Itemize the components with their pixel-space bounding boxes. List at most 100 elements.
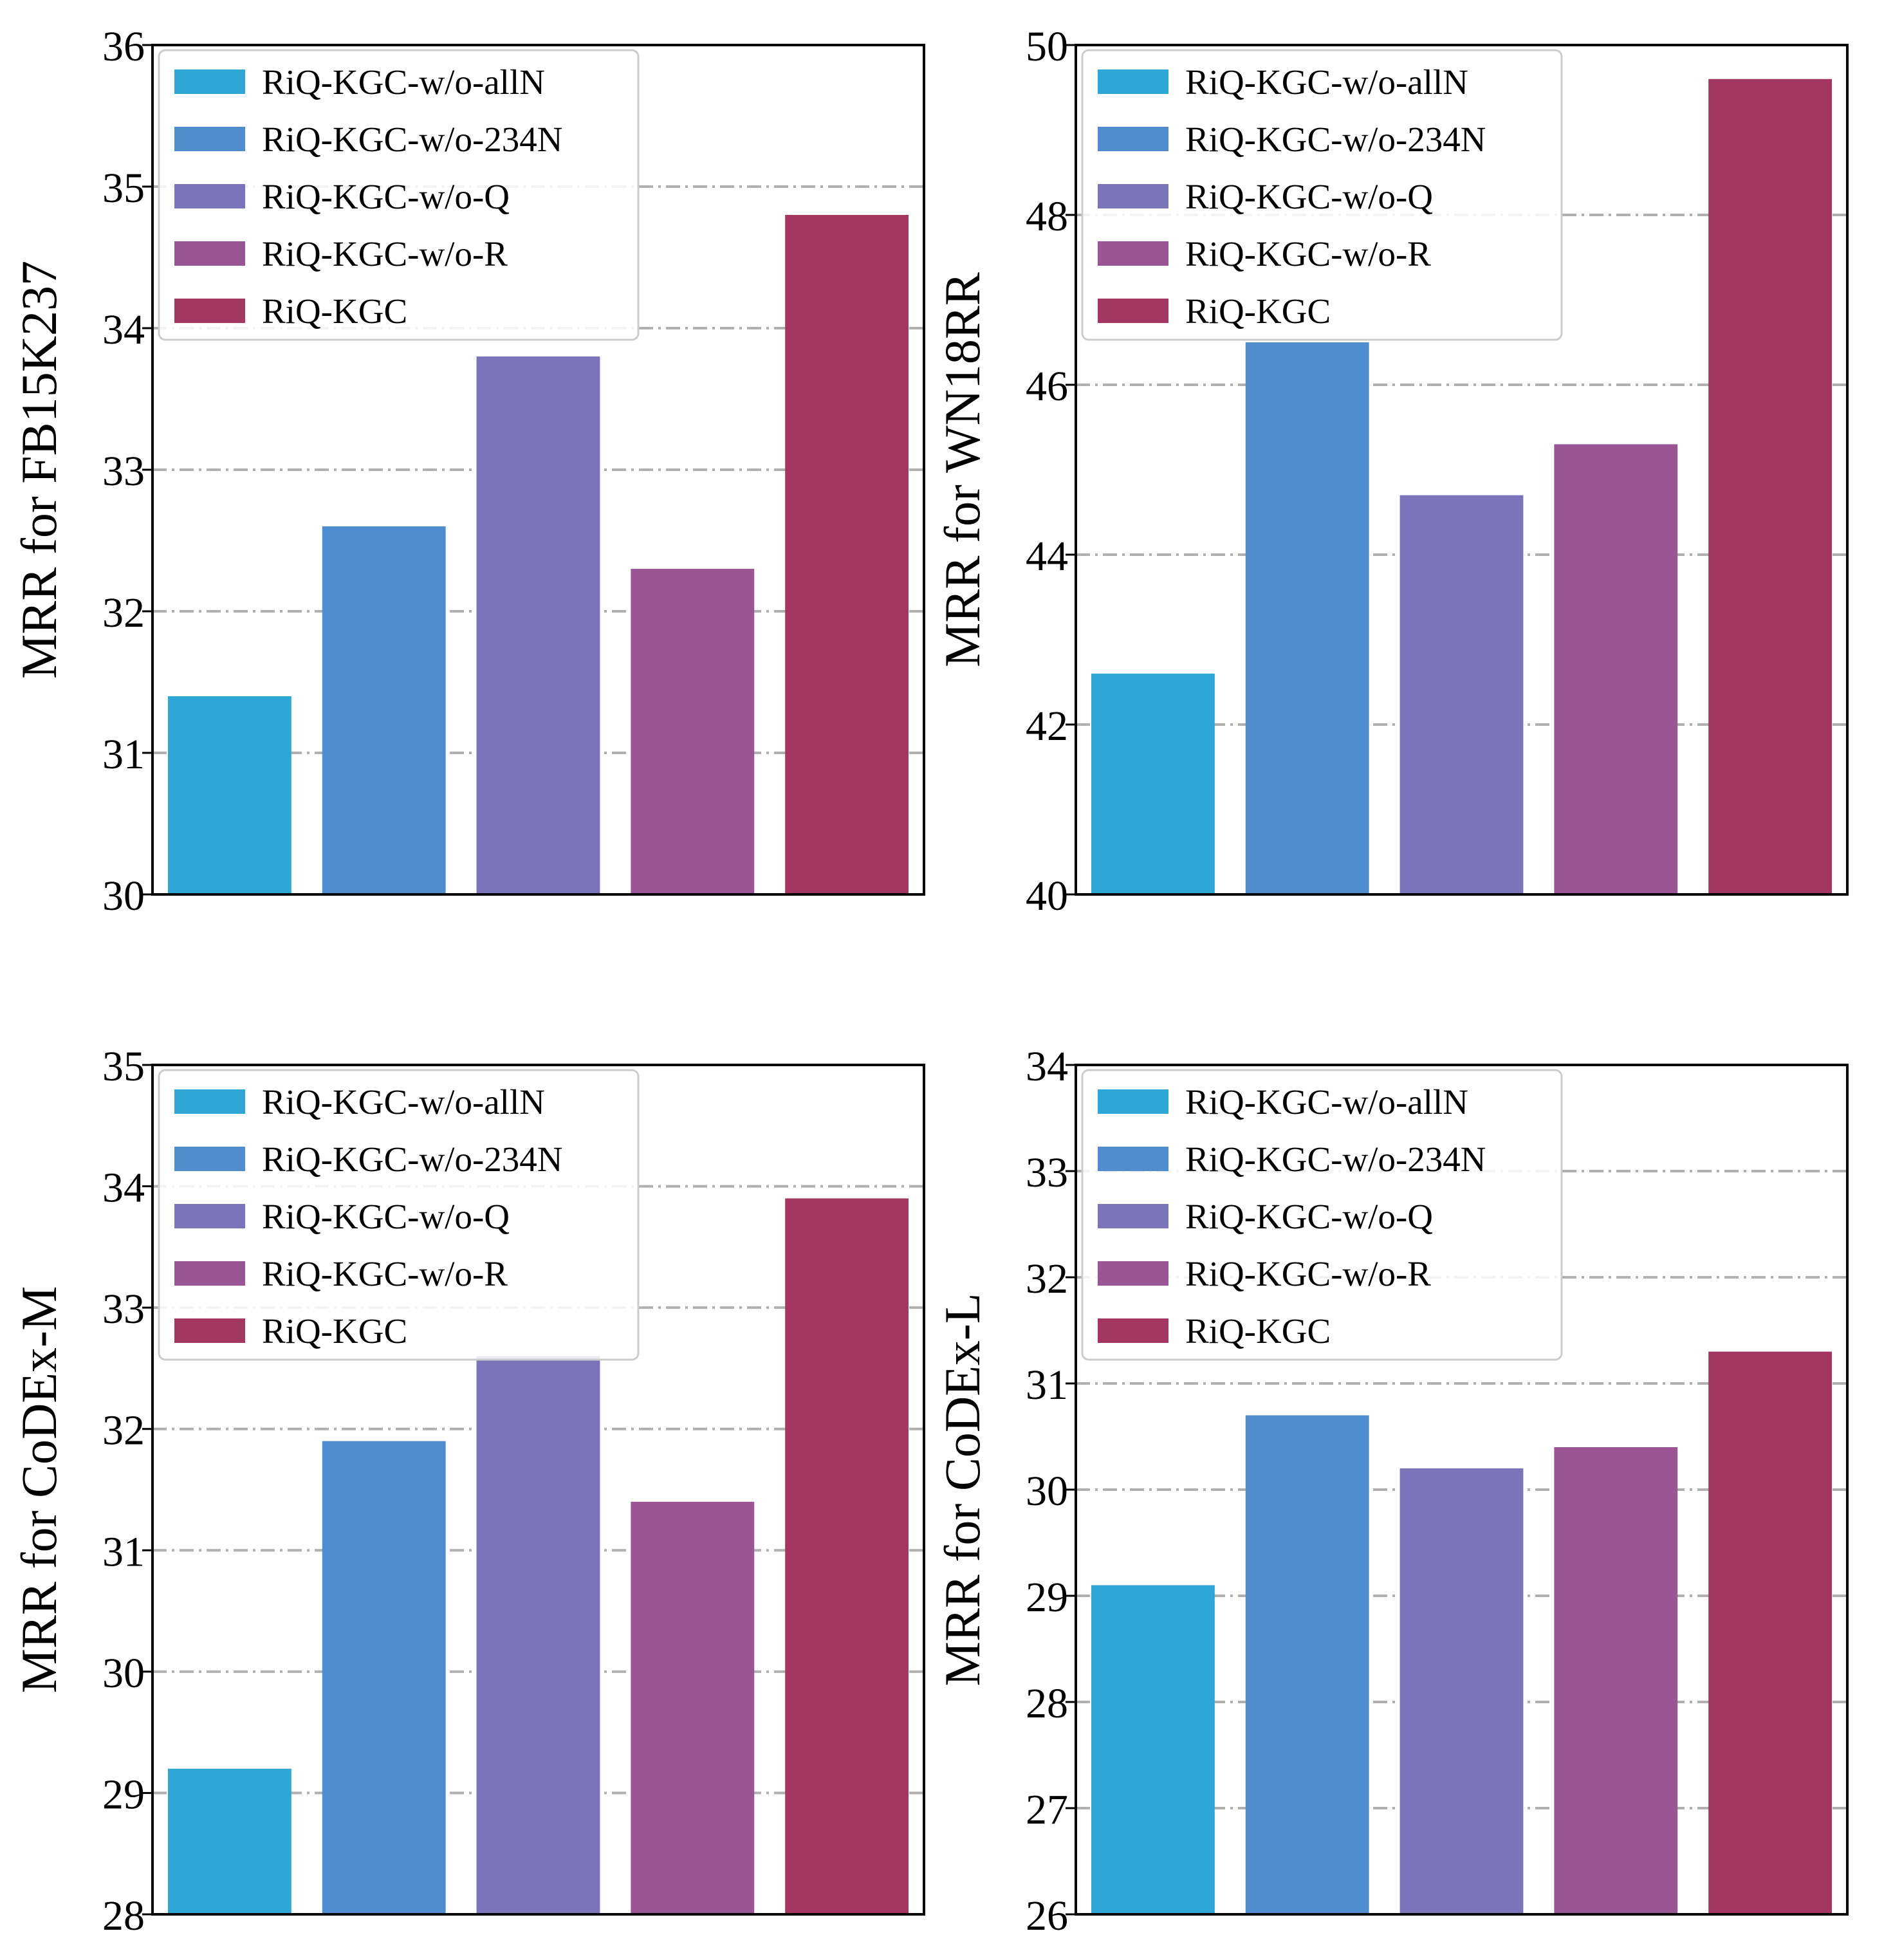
- legend-swatch: [174, 1261, 245, 1286]
- y-axis-label: MRR for CoDEx-L: [934, 1293, 990, 1687]
- legend-swatch: [1098, 127, 1168, 151]
- legend-swatch: [1098, 1318, 1168, 1343]
- plot-frame: [151, 44, 925, 896]
- bar-riq-kgc-w-o-alln: [167, 1768, 291, 1914]
- bar-riq-kgc: [1708, 1351, 1833, 1914]
- bar-riq-kgc-w-o-q: [476, 356, 600, 894]
- y-tick-label: 28: [1026, 1680, 1068, 1727]
- y-tick-label: 29: [102, 1771, 145, 1818]
- bar-riq-kgc-w-o-r: [1554, 1447, 1678, 1914]
- legend-swatch: [174, 184, 245, 208]
- bar-riq-kgc-w-o-q: [1399, 495, 1524, 894]
- chart-panel-4: 26 27 28 29 30 31 32 33 34 MRR for CoDEx-L RiQ-KGC…: [934, 1043, 1849, 1939]
- legend: RiQ-KGC-w/o-allN RiQ-KGC-w/o-234N RiQ-KGC-…: [158, 49, 640, 341]
- legend-label: RiQ-KGC-w/o-allN: [262, 1082, 545, 1122]
- y-tick-label: 32: [1026, 1255, 1068, 1302]
- legend-label: RiQ-KGC-w/o-allN: [262, 62, 545, 102]
- y-tick-label: 27: [1026, 1786, 1068, 1833]
- y-axis-label: MRR for FB15K237: [11, 261, 67, 679]
- legend-swatch: [1098, 69, 1168, 94]
- y-tick-label: 28: [102, 1892, 145, 1939]
- legend-swatch: [174, 1147, 245, 1171]
- legend-swatch: [1098, 1147, 1168, 1171]
- legend-label: RiQ-KGC: [1185, 291, 1331, 331]
- y-tick-label: 46: [1026, 363, 1068, 410]
- chart-panel-1: 30 31 32 33 34 35 36 MRR for FB15K237 RiQ-KGC-w/…: [11, 23, 925, 920]
- legend-box: [158, 49, 640, 341]
- legend-label: RiQ-KGC-w/o-allN: [1185, 62, 1468, 102]
- legend-label: RiQ-KGC-w/o-Q: [262, 177, 510, 216]
- legend: RiQ-KGC-w/o-allN RiQ-KGC-w/o-234N RiQ-KGC-…: [158, 1069, 640, 1361]
- y-axis-label: MRR for CoDEx-M: [11, 1286, 67, 1694]
- legend-label: RiQ-KGC: [1185, 1311, 1331, 1351]
- plot-frame: [1075, 1064, 1849, 1916]
- legend-label: RiQ-KGC-w/o-R: [1185, 234, 1431, 273]
- chart-panel-2: 40 42 44 46 48 50 MRR for WN18RR RiQ-KGC-w/o-al…: [934, 23, 1849, 920]
- y-tick-label: 35: [102, 1043, 145, 1090]
- legend-swatch: [174, 241, 245, 266]
- legend-label: RiQ-KGC: [262, 291, 407, 331]
- y-tick-label: 29: [1026, 1574, 1068, 1621]
- legend-swatch: [1098, 1089, 1168, 1114]
- y-tick-label: 30: [1026, 1468, 1068, 1515]
- legend-label: RiQ-KGC-w/o-allN: [1185, 1082, 1468, 1122]
- plot-frame: [151, 1064, 925, 1916]
- y-tick-label: 34: [102, 306, 145, 353]
- bar-riq-kgc: [785, 215, 909, 894]
- legend-swatch: [1098, 184, 1168, 208]
- y-tick-label: 42: [1026, 703, 1068, 750]
- legend-swatch: [1098, 1204, 1168, 1228]
- bar-riq-kgc: [785, 1198, 909, 1914]
- bar-riq-kgc-w-o-234n: [322, 1441, 446, 1914]
- y-tick-label: 33: [102, 448, 145, 495]
- y-tick-label: 36: [102, 23, 145, 70]
- bar-riq-kgc-w-o-q: [476, 1356, 600, 1914]
- legend-swatch: [174, 299, 245, 323]
- y-tick-label: 32: [102, 1407, 145, 1454]
- legend-swatch: [1098, 299, 1168, 323]
- plot-frame: [1075, 44, 1849, 896]
- legend-label: RiQ-KGC-w/o-Q: [1185, 1197, 1433, 1236]
- legend-swatch: [174, 69, 245, 94]
- legend: RiQ-KGC-w/o-allN RiQ-KGC-w/o-234N RiQ-KGC-…: [1081, 1069, 1563, 1361]
- bar-riq-kgc-w-o-alln: [167, 696, 291, 894]
- legend-label: RiQ-KGC-w/o-234N: [1185, 120, 1486, 159]
- y-tick-label: 40: [1026, 873, 1068, 920]
- legend-swatch: [1098, 1261, 1168, 1286]
- legend-label: RiQ-KGC-w/o-234N: [262, 1140, 562, 1179]
- bar-riq-kgc-w-o-r: [1554, 444, 1678, 894]
- bar-riq-kgc-w-o-234n: [322, 526, 446, 894]
- y-tick-label: 30: [102, 873, 145, 920]
- y-tick-label: 48: [1026, 193, 1068, 240]
- legend-label: RiQ-KGC-w/o-Q: [1185, 177, 1433, 216]
- bar-riq-kgc-w-o-alln: [1091, 1585, 1215, 1914]
- bar-riq-kgc-w-o-234n: [1245, 1415, 1369, 1914]
- chart-panel-3: 28 29 30 31 32 33 34 35 MRR for CoDEx-M RiQ-KGC-w…: [11, 1043, 925, 1939]
- y-tick-label: 31: [1026, 1362, 1068, 1409]
- y-tick-label: 30: [102, 1650, 145, 1697]
- bar-riq-kgc: [1708, 79, 1833, 894]
- bar-riq-kgc-w-o-r: [631, 569, 755, 894]
- legend-label: RiQ-KGC-w/o-Q: [262, 1197, 510, 1236]
- legend-label: RiQ-KGC-w/o-R: [262, 234, 508, 273]
- legend-label: RiQ-KGC-w/o-R: [1185, 1254, 1431, 1293]
- legend-label: RiQ-KGC-w/o-R: [262, 1254, 508, 1293]
- y-tick-label: 34: [102, 1165, 145, 1212]
- legend-label: RiQ-KGC: [262, 1311, 407, 1351]
- y-tick-label: 31: [102, 1528, 145, 1575]
- legend-box: [158, 1069, 640, 1361]
- legend-box: [1081, 1069, 1563, 1361]
- y-tick-label: 32: [102, 589, 145, 636]
- y-tick-label: 33: [1026, 1149, 1068, 1196]
- y-tick-label: 35: [102, 165, 145, 212]
- y-tick-label: 26: [1026, 1892, 1068, 1939]
- y-tick-label: 44: [1026, 533, 1068, 580]
- y-tick-label: 31: [102, 731, 145, 778]
- bar-riq-kgc-w-o-234n: [1245, 342, 1369, 894]
- legend-swatch: [174, 1318, 245, 1343]
- legend-swatch: [174, 1089, 245, 1114]
- y-tick-label: 34: [1026, 1043, 1068, 1090]
- legend-box: [1081, 49, 1563, 341]
- y-axis-label: MRR for WN18RR: [934, 272, 990, 667]
